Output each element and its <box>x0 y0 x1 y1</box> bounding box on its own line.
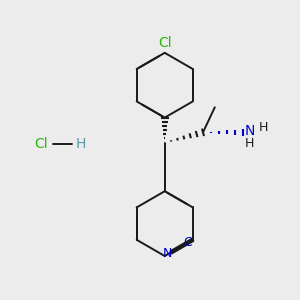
Text: Cl: Cl <box>34 137 48 151</box>
Text: Cl: Cl <box>158 37 172 50</box>
Text: N: N <box>163 247 172 260</box>
Text: H: H <box>259 121 268 134</box>
Text: C: C <box>183 236 192 249</box>
Text: H: H <box>76 137 86 151</box>
Text: H: H <box>245 137 254 150</box>
Text: N: N <box>245 124 256 138</box>
